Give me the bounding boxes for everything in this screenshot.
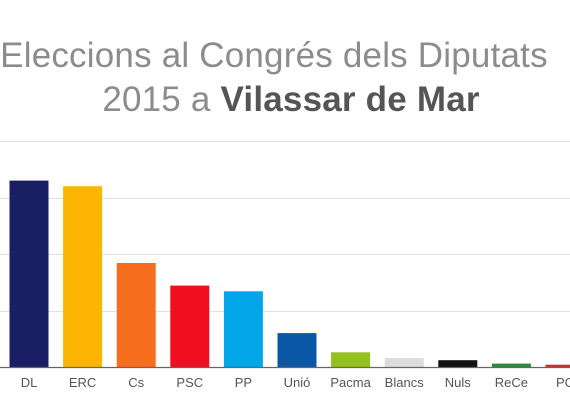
x-tick-label: Nuls [445, 375, 472, 390]
chart-title-location: Vilassar de Mar [220, 80, 480, 119]
x-tick-label: ERC [69, 375, 96, 390]
bar-nuls [438, 360, 478, 367]
bar-unió [277, 333, 317, 367]
bar-dl [9, 180, 49, 367]
bar-pacma [331, 352, 371, 367]
x-tick-label: PSC [176, 375, 203, 390]
chart-title-line-2: 2015 a Vilassar de Mar [6, 80, 570, 120]
bar-erc [63, 186, 103, 367]
x-tick-label: PC [556, 375, 570, 390]
chart-title-year: 2015 a [102, 80, 221, 119]
x-tick-label: ReCe [495, 375, 528, 390]
x-tick-label: PP [235, 375, 252, 390]
x-tick-label: Pacma [330, 375, 371, 390]
x-tick-label: Unió [284, 375, 311, 390]
x-tick-label: Blancs [385, 375, 425, 390]
bar-blancs [384, 358, 424, 367]
chart-title-line-1: Eleccions al Congrés dels Diputats [0, 36, 548, 75]
bar-pp [223, 291, 263, 367]
bar-psc [170, 285, 210, 367]
bar-cs [116, 263, 156, 367]
x-tick-label: Cs [128, 375, 144, 390]
bar-rece [491, 363, 531, 367]
bar-pc [545, 364, 570, 367]
x-tick-label: DL [21, 375, 38, 390]
